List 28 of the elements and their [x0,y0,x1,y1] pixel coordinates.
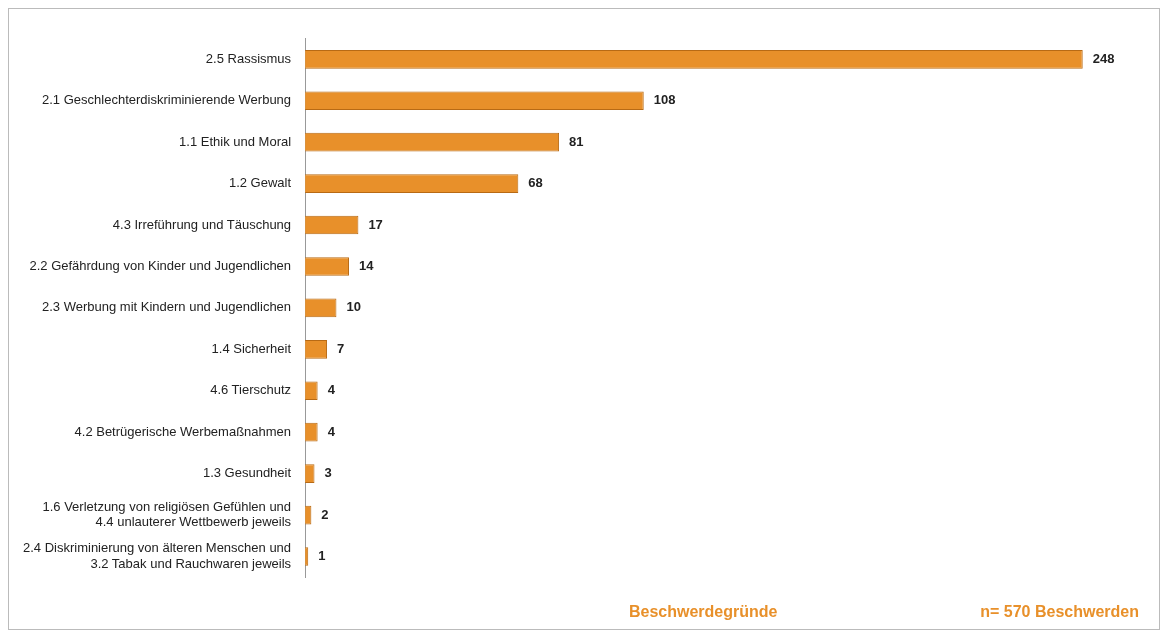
y-tick-label: 1.3 Gesundheit [202,465,292,481]
data-label: 248 [1092,50,1115,66]
y-tick-label: 4.2 Betrügerische Werbemaßnahmen [74,423,292,439]
data-label: 4 [327,423,336,439]
y-tick-label: 4.6 Tierschutz [210,382,292,398]
data-label: 4 [327,382,336,398]
data-label: 68 [528,175,543,191]
data-label: 2 [321,506,329,522]
data-label: 108 [653,92,676,108]
y-tick-label: 1.2 Gewalt [228,175,292,191]
y-tick-label: 2.2 Gefährdung von Kinder und Jugendlichen [29,258,292,274]
data-label: 14 [358,258,375,274]
y-tick-label: 2.5 Rassismus [205,50,292,66]
data-label: 1 [318,548,326,564]
text: Beschwerdegründe [629,603,778,621]
data-label: 81 [569,133,584,149]
data-label: 3 [324,465,332,481]
y-tick-label: 1.6 Verletzung von religiösen Gefühlen und 4.4 unlauterer Wettbewerb jeweils [42,498,292,530]
y-tick-label: 2.4 Diskriminierung von älteren Menschen und 3.2 Tabak und Rauchwaren jeweils [22,540,292,571]
y-tick-label: 1.1 Ethik und Moral [179,133,292,149]
y-tick-label: 2.3 Werbung mit Kindern und Jugendlichen [41,299,292,315]
text: n= 570 Beschwerden [980,603,1139,621]
data-label: 10 [346,299,361,315]
y-tick-label: 2.1 Geschlechterdiskriminierende Werbung [42,92,292,108]
data-label: 7 [337,340,345,356]
y-tick-label: 1.4 Sicherheit [211,340,292,356]
data-label: 17 [368,216,383,232]
y-tick-label: 4.3 Irreführung und Täuschung [112,216,292,232]
